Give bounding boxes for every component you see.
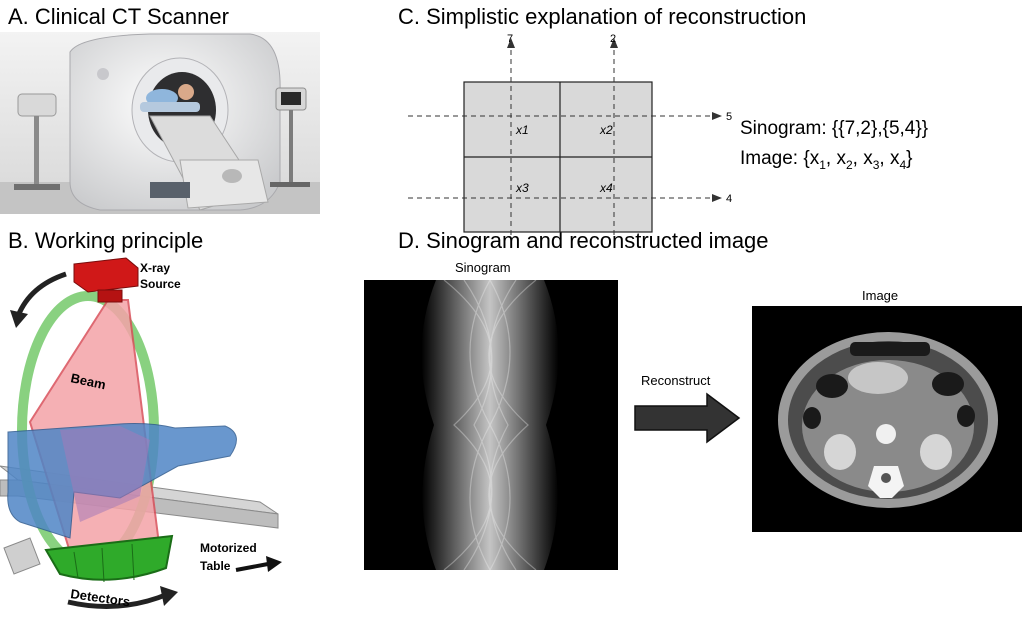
row-sum-1: 5 xyxy=(726,111,732,123)
sinogram-caption: Sinogram xyxy=(455,260,511,275)
label-xray: X-ray xyxy=(140,261,170,275)
detector-array-icon xyxy=(44,534,174,581)
ct-kidney-right xyxy=(920,434,952,470)
patient-icon xyxy=(140,84,200,112)
ct-bowel-gas xyxy=(803,342,975,429)
image-sep-3: , x xyxy=(879,148,900,169)
column-sum-1: 7 xyxy=(507,33,513,45)
image-equation: Image: {x1, x2, x3, x4} xyxy=(740,148,913,172)
ct-stomach xyxy=(848,362,908,394)
reconstruct-arrow-icon xyxy=(634,392,741,444)
panel-c-title: C. Simplistic explanation of reconstruct… xyxy=(398,4,807,29)
image-equation-close: } xyxy=(906,148,913,169)
image-sub-1: 1 xyxy=(819,157,826,172)
image-sep-2: , x xyxy=(852,148,873,169)
image-sub-2: 2 xyxy=(845,157,853,172)
sinogram-equation: Sinogram: {{7,2},{5,4}} xyxy=(740,118,928,140)
label-table: Table xyxy=(200,559,231,573)
working-principle-diagram: X-ray Source Beam Motorized Table Detect… xyxy=(0,257,282,609)
sinogram-image xyxy=(364,280,618,570)
cell-x4: x4 xyxy=(599,181,613,195)
ct-scanner-photo xyxy=(0,32,320,214)
image-sep-1: , x xyxy=(825,148,846,169)
row-sum-2: 4 xyxy=(726,193,732,205)
image-sub-4: 4 xyxy=(899,157,907,172)
sinogram-equation-value: {{7,2},{5,4}} xyxy=(831,118,929,139)
label-source: Source xyxy=(140,277,181,291)
column-sum-2: 2 xyxy=(610,33,616,45)
image-equation-label: Image: xyxy=(740,148,799,169)
cell-x2: x2 xyxy=(599,123,613,137)
sinogram-curves xyxy=(443,280,537,570)
table-direction-arrow-icon xyxy=(235,562,269,572)
image-caption: Image xyxy=(862,288,899,303)
right-monitor-stand-icon xyxy=(270,87,310,187)
sinogram-band xyxy=(421,280,559,570)
sinogram-equation-label: Sinogram: xyxy=(740,118,827,139)
reconstruction-grid-diagram: 7 2 5 4 x1 x2 x3 x4 xyxy=(408,33,732,235)
patient-table-icon xyxy=(149,115,269,211)
reconstruct-label: Reconstruct xyxy=(641,373,711,388)
reconstructed-ct-image xyxy=(752,306,1022,532)
image-equation-open: {x xyxy=(803,148,820,169)
label-beam: Beam xyxy=(69,370,107,392)
xray-source-icon xyxy=(73,257,139,303)
ct-aorta xyxy=(876,424,896,444)
rotation-arrow-bottom-icon xyxy=(67,591,169,609)
ct-kidney-left xyxy=(824,434,856,470)
label-motorized: Motorized xyxy=(200,541,257,555)
cell-x3: x3 xyxy=(515,181,529,195)
panel-a-title: A. Clinical CT Scanner xyxy=(8,4,229,29)
panel-b-title: B. Working principle xyxy=(8,228,204,253)
beam-overlap-icon xyxy=(60,426,150,522)
cell-x1: x1 xyxy=(515,123,529,137)
left-monitor-stand-icon xyxy=(14,93,60,190)
image-sub-3: 3 xyxy=(872,157,880,172)
rotation-arrow-top-icon xyxy=(15,271,67,317)
